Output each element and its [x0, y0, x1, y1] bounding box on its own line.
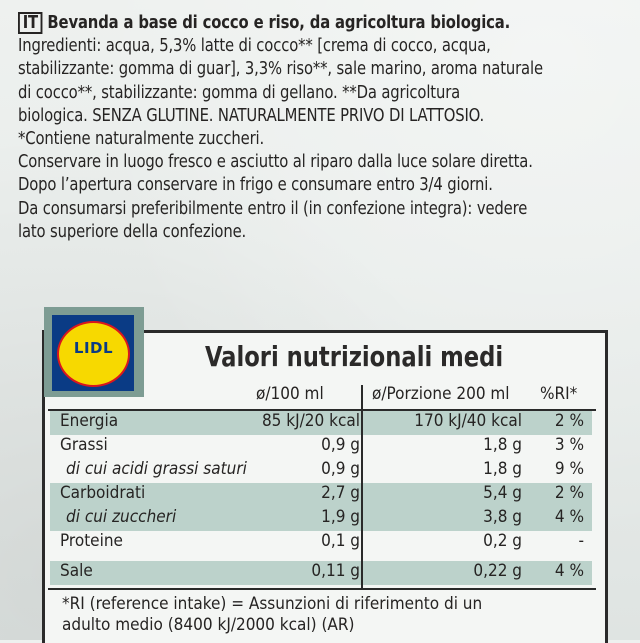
value-per-100ml: 1,9 g	[321, 507, 360, 527]
value-per-100ml: 0,11 g	[311, 561, 360, 581]
header-per-portion: ø/Porzione 200 ml	[372, 384, 510, 404]
ingredients-line: biologica. SENZA GLUTINE. NATURALMENTE P…	[18, 105, 485, 126]
ingredients-line: *Contiene naturalmente zuccheri.	[18, 129, 265, 150]
value-per-portion: 3,8 g	[483, 507, 522, 527]
lidl-logo-circle	[57, 321, 130, 387]
header-ri: %RI*	[540, 384, 578, 404]
value-per-portion: 1,8 g	[483, 435, 522, 455]
value-per-100ml: 0,9 g	[321, 459, 360, 479]
nutrition-row: Carboidrati 2,7 g 5,4 g 2 %	[50, 483, 592, 507]
value-per-100ml: 2,7 g	[321, 483, 360, 503]
value-ri-percent: 4 %	[554, 561, 584, 581]
value-per-100ml: 0,1 g	[321, 531, 360, 551]
value-per-100ml: 0,9 g	[321, 435, 360, 455]
nutrient-name: Sale	[60, 561, 93, 581]
nutrient-name: Carboidrati	[60, 483, 146, 503]
nutrition-row: di cui acidi grassi saturi 0,9 g 1,8 g 9 %	[50, 459, 592, 483]
nutrient-name: Proteine	[60, 531, 123, 551]
value-per-portion: 0,2 g	[483, 531, 522, 551]
ingredients-line: di cocco**, stabilizzante: gomma di gell…	[18, 82, 461, 103]
nutrition-row: Proteine 0,1 g 0,2 g -	[50, 531, 592, 555]
table-rule-top	[48, 409, 596, 411]
nutrient-name: Energia	[60, 411, 119, 431]
value-ri-percent: 3 %	[554, 435, 584, 455]
footnote-line: adulto medio (8400 kJ/2000 kcal) (AR)	[62, 615, 355, 635]
value-ri-percent: 9 %	[554, 459, 584, 479]
value-per-portion: 5,4 g	[483, 483, 522, 503]
value-per-portion: 170 kJ/40 kcal	[414, 411, 522, 431]
nutrition-row: Grassi 0,9 g 1,8 g 3 %	[50, 435, 592, 459]
table-rule-bottom	[48, 588, 596, 590]
product-title-line: IT Bevanda a base di cocco e riso, da agr…	[18, 12, 593, 35]
column-divider	[361, 385, 363, 588]
value-ri-percent: 2 %	[554, 483, 584, 503]
best-before-line: lato superiore della confezione.	[18, 221, 247, 242]
nutrient-name: di cui acidi grassi saturi	[66, 459, 247, 479]
footnote-line: *RI (reference intake) = Assunzioni di r…	[62, 594, 483, 614]
best-before-line: Da consumarsi preferibilmente entro il (…	[18, 198, 528, 219]
value-ri-percent: 4 %	[554, 507, 584, 527]
value-per-portion: 0,22 g	[473, 561, 522, 581]
nutrition-row: Sale 0,11 g 0,22 g 4 %	[50, 561, 592, 585]
ingredients-line: stabilizzante: gomma di guar], 3,3% riso…	[18, 59, 543, 80]
ingredients-text-block: IT Bevanda a base di cocco e riso, da agr…	[18, 12, 593, 244]
product-title: Bevanda a base di cocco e riso, da agric…	[47, 13, 511, 33]
header-per-100ml: ø/100 ml	[256, 384, 324, 404]
value-per-portion: 1,8 g	[483, 459, 522, 479]
nutrition-row: di cui zuccheri 1,9 g 3,8 g 4 %	[50, 507, 592, 531]
nutrition-row: Energia 85 kJ/20 kcal 170 kJ/40 kcal 2 %	[50, 411, 592, 435]
value-ri-percent: 2 %	[554, 411, 584, 431]
nutrition-title: Valori nutrizionali medi	[205, 340, 504, 373]
ri-footnote: *RI (reference intake) = Assunzioni di r…	[62, 594, 582, 636]
nutrient-name: Grassi	[60, 435, 108, 455]
storage-line: Dopo l’apertura conservare in frigo e co…	[18, 175, 493, 196]
storage-line: Conservare in luogo fresco e asciutto al…	[18, 152, 533, 173]
value-per-100ml: 85 kJ/20 kcal	[261, 411, 360, 431]
language-badge: IT	[18, 12, 43, 34]
ingredients-line: Ingredienti: acqua, 5,3% latte di cocco*…	[18, 36, 491, 57]
lidl-logo-text: LIDL	[73, 339, 114, 357]
value-ri-percent: -	[578, 531, 584, 551]
nutrient-name: di cui zuccheri	[66, 507, 177, 527]
